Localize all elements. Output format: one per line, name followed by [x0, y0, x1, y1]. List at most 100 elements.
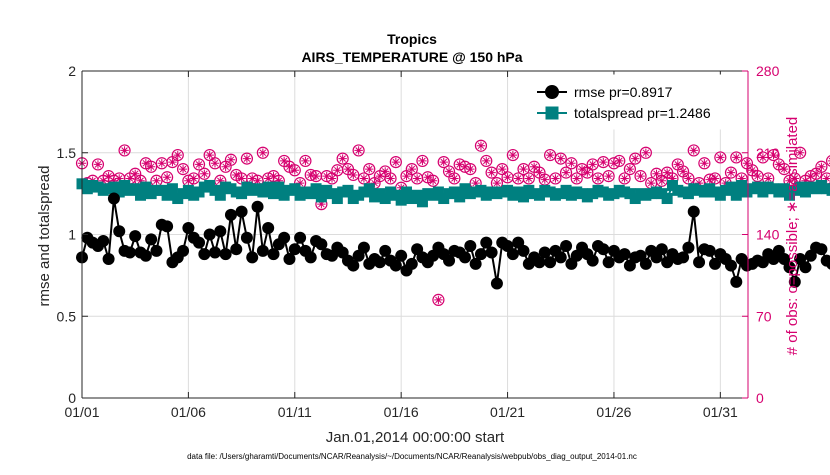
- obs-assimilated-star: [349, 171, 357, 179]
- obs-assimilated-star: [291, 166, 299, 174]
- rmse-marker-139: [815, 243, 827, 255]
- rmse-marker-53: [358, 242, 370, 254]
- obs-assimilated-star: [333, 166, 341, 174]
- obs-marker-106: [640, 147, 651, 158]
- obs-marker-87: [539, 174, 550, 185]
- rmse-marker-118: [704, 245, 716, 257]
- obs-marker-103: [624, 164, 635, 175]
- obs-marker-98: [598, 157, 609, 168]
- obs-marker-95: [582, 167, 593, 178]
- obs-marker-112: [672, 159, 683, 170]
- rmse-marker-27: [220, 248, 232, 260]
- obs-assimilated-star: [732, 153, 740, 161]
- rmse-marker-99: [603, 256, 615, 268]
- x-tick-label-4: 01/21: [490, 404, 525, 420]
- rmse-marker-102: [619, 248, 631, 260]
- rmse-marker-116: [693, 256, 705, 268]
- x-tick-label-3: 01/16: [384, 404, 419, 420]
- obs-marker-139: [816, 161, 827, 172]
- obs-assimilated-star: [482, 157, 490, 165]
- obs-assimilated-star: [716, 153, 724, 161]
- obs-marker-66: [428, 175, 439, 186]
- x-tick-label-1: 01/06: [171, 404, 206, 420]
- rmse-marker-10: [129, 230, 141, 242]
- rmse-marker-77: [486, 246, 498, 258]
- obs-marker-77: [486, 167, 497, 178]
- obs-assimilated-star: [636, 172, 644, 180]
- obs-assimilated-star: [620, 174, 628, 182]
- obs-assimilated-star: [753, 172, 761, 180]
- rmse-marker-32: [246, 251, 258, 263]
- obs-assimilated-star: [647, 179, 655, 187]
- rmse-marker-115: [688, 206, 700, 218]
- obs-assimilated-star: [94, 160, 102, 168]
- rmse-marker-98: [597, 243, 609, 255]
- obs-assimilated-star: [684, 174, 692, 182]
- data-file-footnote: data file: /Users/gharamti/Documents/NCA…: [187, 452, 637, 461]
- obs-marker-80: [502, 172, 513, 183]
- obs-marker-19: [178, 164, 189, 175]
- obs-marker-17: [167, 157, 178, 168]
- totalspread-marker-123: [731, 190, 742, 201]
- obs-marker-27: [220, 161, 231, 172]
- rmse-marker-72: [459, 251, 471, 263]
- rmse-marker-88: [544, 256, 556, 268]
- obs-marker-61: [401, 171, 412, 182]
- obs-assimilated-star: [679, 167, 687, 175]
- rmse-marker-26: [214, 225, 226, 237]
- obs-marker-25: [209, 158, 220, 169]
- obs-marker-63: [412, 173, 423, 184]
- obs-assimilated-star: [817, 163, 825, 171]
- rmse-marker-16: [161, 220, 173, 232]
- obs-assimilated-star: [541, 175, 549, 183]
- rmse-marker-7: [113, 225, 125, 237]
- obs-marker-52: [353, 145, 364, 156]
- obs-marker-58: [385, 173, 396, 184]
- rmse-marker-56: [374, 256, 386, 268]
- rmse-marker-30: [236, 206, 248, 218]
- obs-marker-47: [327, 173, 338, 184]
- obs-marker-70: [449, 173, 460, 184]
- obs-assimilated-star: [514, 174, 522, 182]
- obs-marker-114: [683, 173, 694, 184]
- obs-marker-84: [523, 173, 534, 184]
- obs-assimilated-star: [413, 174, 421, 182]
- obs-marker-8: [119, 145, 130, 156]
- obs-marker-90: [555, 153, 566, 164]
- obs-marker-119: [710, 173, 721, 184]
- obs-assimilated-star: [674, 160, 682, 168]
- rmse-marker-106: [640, 258, 652, 270]
- obs-marker-54: [364, 164, 375, 175]
- obs-marker-67: [433, 294, 444, 305]
- obs-marker-76: [481, 155, 492, 166]
- rmse-marker-13: [145, 233, 157, 245]
- y-tick-label-0: 0: [68, 390, 76, 406]
- obs-assimilated-star: [418, 157, 426, 165]
- rmse-marker-136: [799, 261, 811, 273]
- obs-marker-113: [678, 166, 689, 177]
- y-axis-label: rmse and totalspread: [36, 166, 53, 307]
- obs-marker-64: [417, 155, 428, 166]
- obs-marker-3: [92, 159, 103, 170]
- obs-marker-49: [337, 153, 348, 164]
- obs-marker-73: [465, 164, 476, 175]
- obs-assimilated-star: [434, 296, 442, 304]
- rmse-marker-19: [177, 245, 189, 257]
- y-tick-label-3: 1.5: [57, 145, 77, 161]
- legend-rmse-marker: [545, 85, 559, 99]
- x-tick-label-5: 01/26: [596, 404, 631, 420]
- obs-assimilated-star: [381, 167, 389, 175]
- obs-assimilated-star: [567, 159, 575, 167]
- obs-marker-123: [731, 152, 742, 163]
- rmse-marker-14: [150, 245, 162, 257]
- obs-marker-24: [204, 150, 215, 161]
- obs-marker-21: [188, 173, 199, 184]
- obs-assimilated-star: [493, 179, 501, 187]
- rmse-marker-22: [193, 237, 205, 249]
- rmse-marker-96: [587, 255, 599, 267]
- rmse-marker-73: [464, 240, 476, 252]
- obs-assimilated-star: [700, 159, 708, 167]
- obs-assimilated-star: [743, 159, 751, 167]
- obs-marker-51: [348, 169, 359, 180]
